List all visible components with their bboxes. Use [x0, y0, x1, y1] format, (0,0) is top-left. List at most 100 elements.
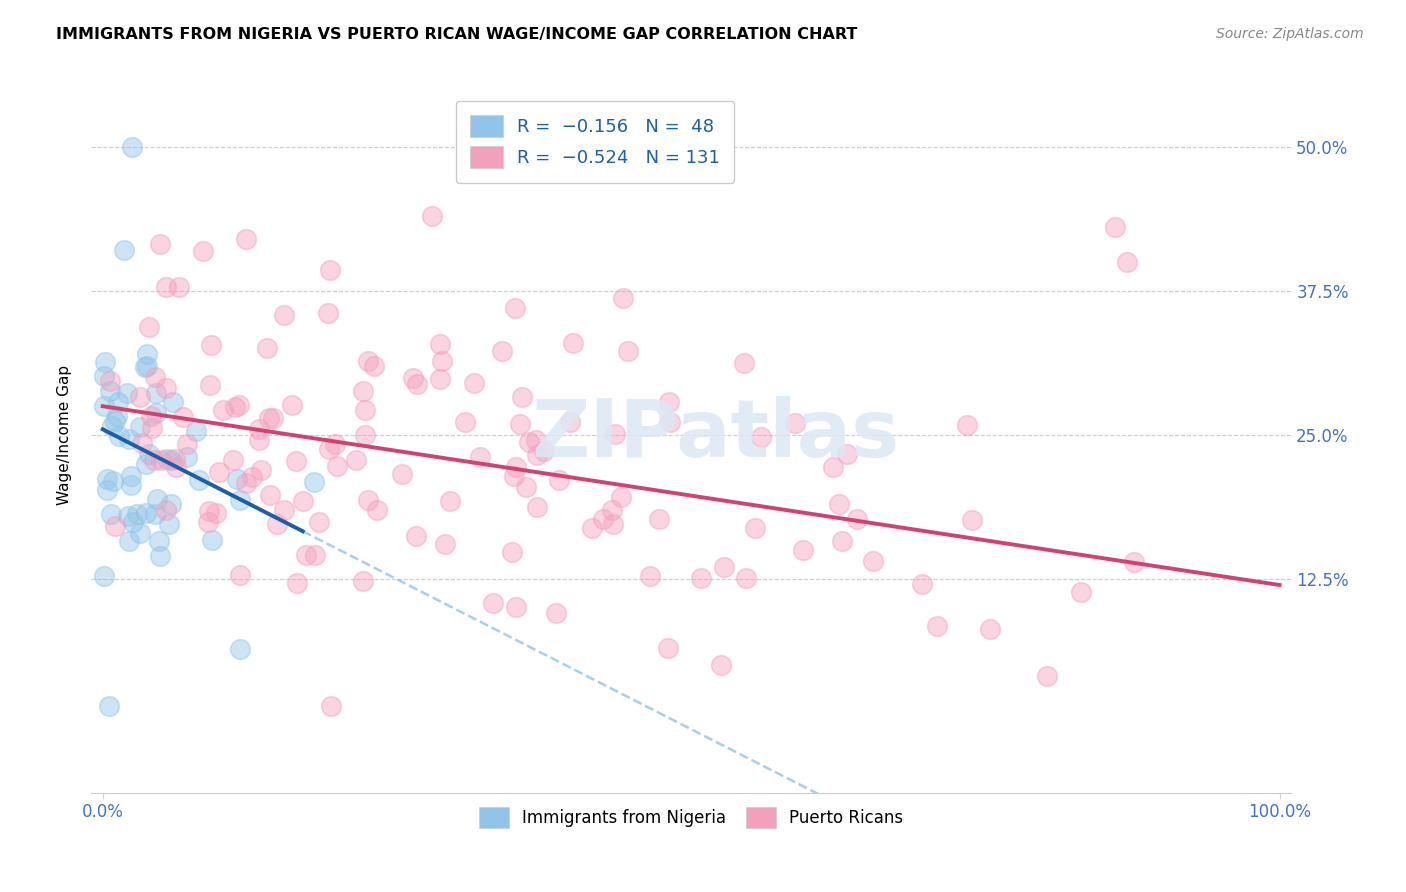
Point: [429, 372, 451, 386]
Point: [515, 480, 537, 494]
Point: [710, 657, 733, 672]
Point: [141, 421, 163, 435]
Point: [93, 569, 115, 583]
Point: [862, 554, 884, 568]
Point: [433, 537, 456, 551]
Point: [391, 467, 413, 481]
Point: [344, 452, 367, 467]
Point: [749, 430, 772, 444]
Point: [979, 622, 1001, 636]
Point: [184, 424, 207, 438]
Point: [96, 473, 118, 487]
Point: [225, 472, 247, 486]
Point: [657, 640, 679, 655]
Point: [229, 642, 252, 657]
Point: [105, 409, 128, 423]
Point: [733, 356, 755, 370]
Text: IMMIGRANTS FROM NIGERIA VS PUERTO RICAN WAGE/INCOME GAP CORRELATION CHART: IMMIGRANTS FROM NIGERIA VS PUERTO RICAN …: [56, 27, 858, 42]
Point: [143, 370, 166, 384]
Point: [690, 571, 713, 585]
Point: [122, 515, 145, 529]
Point: [197, 515, 219, 529]
Point: [100, 384, 122, 398]
Point: [118, 432, 141, 446]
Point: [354, 427, 377, 442]
Point: [142, 453, 165, 467]
Point: [129, 390, 152, 404]
Point: [94, 355, 117, 369]
Point: [208, 465, 231, 479]
Point: [176, 437, 198, 451]
Point: [148, 534, 170, 549]
Point: [141, 409, 163, 423]
Point: [249, 463, 271, 477]
Point: [149, 237, 172, 252]
Point: [453, 416, 475, 430]
Point: [491, 344, 513, 359]
Point: [581, 521, 603, 535]
Point: [956, 418, 979, 433]
Point: [524, 433, 547, 447]
Point: [302, 475, 325, 489]
Point: [204, 506, 226, 520]
Point: [266, 516, 288, 531]
Point: [149, 549, 172, 563]
Point: [562, 335, 585, 350]
Point: [439, 493, 461, 508]
Point: [145, 385, 167, 400]
Point: [256, 342, 278, 356]
Point: [548, 473, 571, 487]
Point: [284, 454, 307, 468]
Point: [713, 560, 735, 574]
Point: [212, 403, 235, 417]
Point: [792, 542, 814, 557]
Point: [143, 507, 166, 521]
Point: [97, 699, 120, 714]
Point: [104, 414, 127, 428]
Point: [131, 436, 153, 450]
Point: [101, 419, 124, 434]
Point: [321, 698, 343, 713]
Point: [176, 450, 198, 464]
Point: [281, 398, 304, 412]
Point: [1115, 255, 1137, 269]
Point: [115, 386, 138, 401]
Point: [135, 359, 157, 373]
Point: [505, 459, 527, 474]
Point: [927, 619, 949, 633]
Point: [135, 457, 157, 471]
Point: [273, 308, 295, 322]
Point: [222, 453, 245, 467]
Point: [505, 599, 527, 614]
Point: [108, 429, 131, 443]
Point: [1123, 555, 1146, 569]
Point: [156, 452, 179, 467]
Point: [503, 468, 526, 483]
Point: [617, 343, 640, 358]
Text: ZIPatlas: ZIPatlas: [531, 396, 900, 474]
Point: [402, 370, 425, 384]
Point: [262, 410, 284, 425]
Point: [149, 453, 172, 467]
Point: [592, 512, 614, 526]
Point: [648, 512, 671, 526]
Point: [744, 521, 766, 535]
Point: [229, 493, 252, 508]
Point: [104, 519, 127, 533]
Point: [1070, 584, 1092, 599]
Point: [96, 483, 118, 497]
Point: [510, 390, 533, 404]
Point: [1104, 220, 1126, 235]
Point: [101, 474, 124, 488]
Point: [200, 337, 222, 351]
Point: [658, 394, 681, 409]
Point: [165, 459, 187, 474]
Point: [107, 394, 129, 409]
Point: [240, 469, 263, 483]
Point: [823, 460, 845, 475]
Point: [120, 468, 142, 483]
Point: [162, 394, 184, 409]
Point: [366, 502, 388, 516]
Point: [420, 209, 443, 223]
Point: [352, 384, 374, 399]
